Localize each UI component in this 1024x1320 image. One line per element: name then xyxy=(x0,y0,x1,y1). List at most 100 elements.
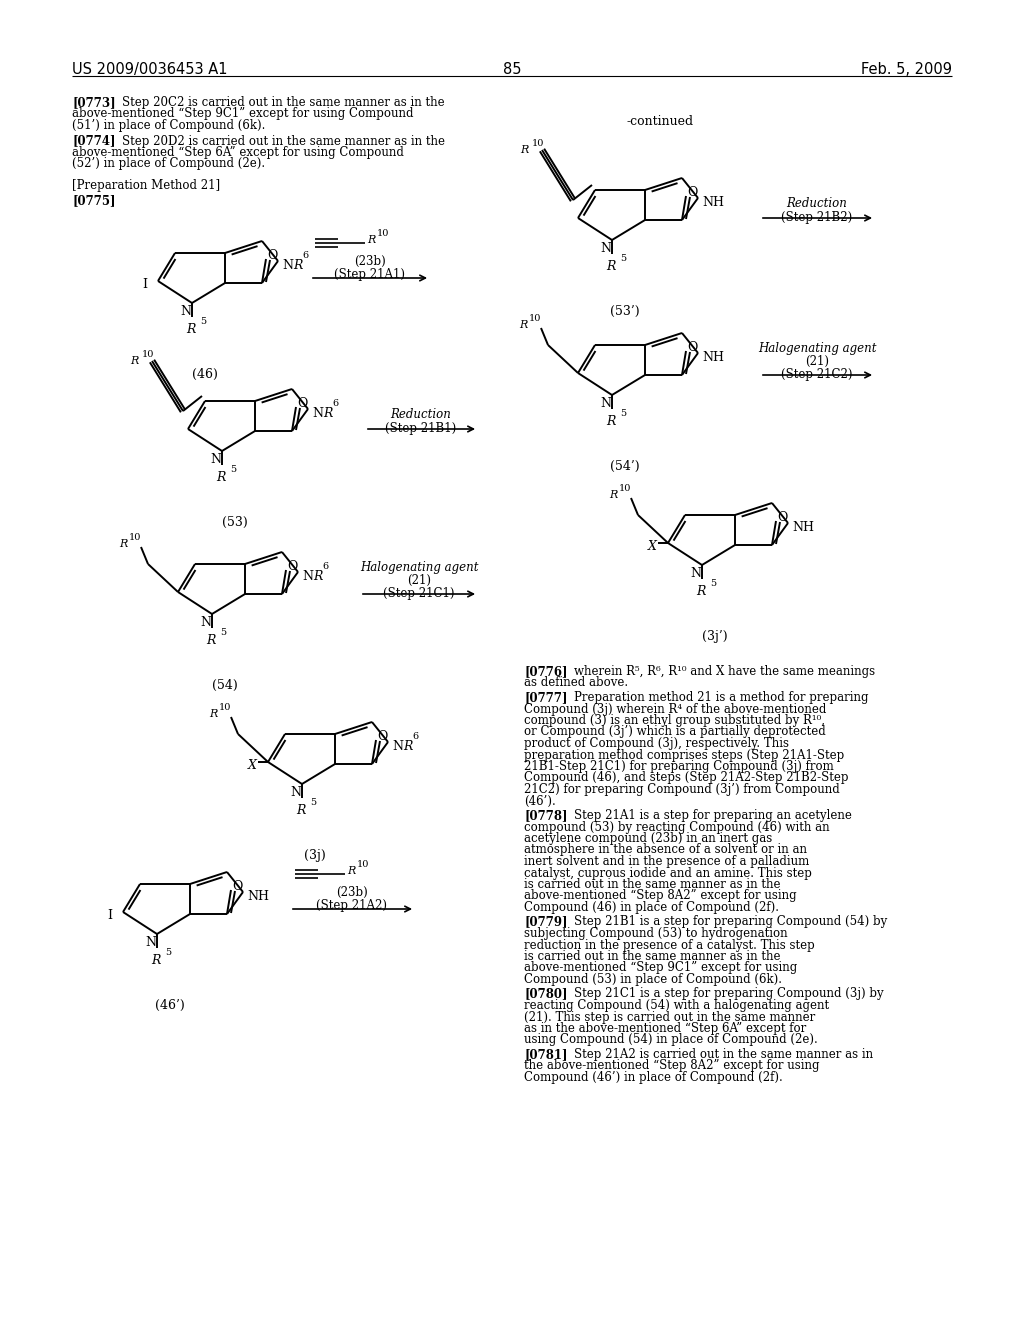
Text: or Compound (3j’) which is a partially deprotected: or Compound (3j’) which is a partially d… xyxy=(524,726,825,738)
Text: Halogenating agent: Halogenating agent xyxy=(758,342,877,355)
Text: 5: 5 xyxy=(165,948,171,957)
Text: Compound (53) in place of Compound (6k).: Compound (53) in place of Compound (6k). xyxy=(524,973,782,986)
Text: the above-mentioned “Step 8A2” except for using: the above-mentioned “Step 8A2” except fo… xyxy=(524,1060,819,1072)
Text: O: O xyxy=(297,397,307,411)
Text: R: R xyxy=(323,407,333,420)
Text: 5: 5 xyxy=(710,579,716,587)
Text: Step 21A1 is a step for preparing an acetylene: Step 21A1 is a step for preparing an ace… xyxy=(574,809,852,822)
Text: N: N xyxy=(201,616,212,630)
Text: O: O xyxy=(687,186,697,199)
Text: R: R xyxy=(520,145,528,154)
Text: 10: 10 xyxy=(142,350,155,359)
Text: Step 21A2 is carried out in the same manner as in: Step 21A2 is carried out in the same man… xyxy=(574,1048,873,1061)
Text: 6: 6 xyxy=(322,562,328,572)
Text: [Preparation Method 21]: [Preparation Method 21] xyxy=(72,180,220,191)
Text: R: R xyxy=(347,866,355,876)
Text: N: N xyxy=(690,568,701,579)
Text: reduction in the presence of a catalyst. This step: reduction in the presence of a catalyst.… xyxy=(524,939,815,952)
Text: (46’).: (46’). xyxy=(524,795,556,808)
Text: 6: 6 xyxy=(412,733,418,741)
Text: inert solvent and in the presence of a palladium: inert solvent and in the presence of a p… xyxy=(524,855,809,869)
Text: R: R xyxy=(152,954,161,968)
Text: (3j): (3j) xyxy=(304,849,326,862)
Text: (Step 21C1): (Step 21C1) xyxy=(383,587,455,601)
Text: Reduction: Reduction xyxy=(390,408,452,421)
Text: R: R xyxy=(367,235,376,246)
Text: [0774]: [0774] xyxy=(72,135,116,148)
Text: (Step 21A2): (Step 21A2) xyxy=(316,899,387,912)
Text: Step 20D2 is carried out in the same manner as in the: Step 20D2 is carried out in the same man… xyxy=(122,135,445,148)
Text: R: R xyxy=(209,709,217,719)
Text: (46): (46) xyxy=(193,368,218,381)
Text: (46’): (46’) xyxy=(155,999,185,1012)
Text: R: R xyxy=(313,570,323,583)
Text: using Compound (54) in place of Compound (2e).: using Compound (54) in place of Compound… xyxy=(524,1034,818,1047)
Text: R: R xyxy=(609,490,617,500)
Text: (21): (21) xyxy=(407,574,431,587)
Text: R: R xyxy=(696,585,706,598)
Text: I: I xyxy=(106,909,112,921)
Text: N: N xyxy=(600,242,611,255)
Text: 10: 10 xyxy=(357,861,370,869)
Text: 5: 5 xyxy=(200,317,206,326)
Text: 10: 10 xyxy=(532,139,545,148)
Text: R: R xyxy=(519,319,527,330)
Text: [0781]: [0781] xyxy=(524,1048,567,1061)
Text: 21B1-Step 21C1) for preparing Compound (3j) from: 21B1-Step 21C1) for preparing Compound (… xyxy=(524,760,834,774)
Text: I: I xyxy=(142,279,147,290)
Text: (21). This step is carried out in the same manner: (21). This step is carried out in the sa… xyxy=(524,1011,815,1023)
Text: (23b): (23b) xyxy=(354,255,386,268)
Text: R: R xyxy=(206,634,216,647)
Text: (52’) in place of Compound (2e).: (52’) in place of Compound (2e). xyxy=(72,157,265,170)
Text: 6: 6 xyxy=(302,251,308,260)
Text: N: N xyxy=(145,936,157,949)
Text: (Step 21C2): (Step 21C2) xyxy=(781,368,853,381)
Text: as defined above.: as defined above. xyxy=(524,676,628,689)
Text: (Step 21B1): (Step 21B1) xyxy=(385,422,457,436)
Text: O: O xyxy=(287,560,297,573)
Text: 21C2) for preparing Compound (3j’) from Compound: 21C2) for preparing Compound (3j’) from … xyxy=(524,783,840,796)
Text: 5: 5 xyxy=(230,465,237,474)
Text: (Step 21A1): (Step 21A1) xyxy=(335,268,406,281)
Text: Step 21B1 is a step for preparing Compound (54) by: Step 21B1 is a step for preparing Compou… xyxy=(574,916,887,928)
Text: Halogenating agent: Halogenating agent xyxy=(359,561,478,574)
Text: -continued: -continued xyxy=(627,115,693,128)
Text: [0780]: [0780] xyxy=(524,987,567,1001)
Text: NH: NH xyxy=(792,521,814,535)
Text: [0779]: [0779] xyxy=(524,916,567,928)
Text: Step 20C2 is carried out in the same manner as in the: Step 20C2 is carried out in the same man… xyxy=(122,96,444,110)
Text: compound (53) by reacting Compound (46) with an: compound (53) by reacting Compound (46) … xyxy=(524,821,829,833)
Text: 85: 85 xyxy=(503,62,521,77)
Text: N: N xyxy=(312,407,323,420)
Text: Compound (46), and steps (Step 21A2-Step 21B2-Step: Compound (46), and steps (Step 21A2-Step… xyxy=(524,771,849,784)
Text: X: X xyxy=(648,540,656,553)
Text: N: N xyxy=(291,785,301,799)
Text: compound (3) is an ethyl group substituted by R¹⁰,: compound (3) is an ethyl group substitut… xyxy=(524,714,825,727)
Text: (3j’): (3j’) xyxy=(702,630,728,643)
Text: [0777]: [0777] xyxy=(524,690,567,704)
Text: (Step 21B2): (Step 21B2) xyxy=(781,211,853,224)
Text: is carried out in the same manner as in the: is carried out in the same manner as in … xyxy=(524,878,780,891)
Text: catalyst, cuprous iodide and an amine. This step: catalyst, cuprous iodide and an amine. T… xyxy=(524,866,812,879)
Text: N: N xyxy=(302,570,313,583)
Text: 5: 5 xyxy=(310,799,316,807)
Text: reacting Compound (54) with a halogenating agent: reacting Compound (54) with a halogenati… xyxy=(524,999,829,1012)
Text: O: O xyxy=(267,249,278,261)
Text: 5: 5 xyxy=(220,628,226,638)
Text: R: R xyxy=(403,741,413,752)
Text: (54’): (54’) xyxy=(610,459,640,473)
Text: R: R xyxy=(606,414,615,428)
Text: N: N xyxy=(392,741,403,752)
Text: 6: 6 xyxy=(332,399,338,408)
Text: above-mentioned “Step 6A” except for using Compound: above-mentioned “Step 6A” except for usi… xyxy=(72,147,403,158)
Text: as in the above-mentioned “Step 6A” except for: as in the above-mentioned “Step 6A” exce… xyxy=(524,1022,806,1035)
Text: 10: 10 xyxy=(219,704,231,711)
Text: X: X xyxy=(248,759,257,772)
Text: (53): (53) xyxy=(222,516,248,529)
Text: Compound (46’) in place of Compound (2f).: Compound (46’) in place of Compound (2f)… xyxy=(524,1071,782,1084)
Text: (23b): (23b) xyxy=(336,886,368,899)
Text: product of Compound (3j), respectively. This: product of Compound (3j), respectively. … xyxy=(524,737,790,750)
Text: wherein R⁵, R⁶, R¹⁰ and X have the same meanings: wherein R⁵, R⁶, R¹⁰ and X have the same … xyxy=(574,665,876,678)
Text: US 2009/0036453 A1: US 2009/0036453 A1 xyxy=(72,62,227,77)
Text: NH: NH xyxy=(702,351,724,364)
